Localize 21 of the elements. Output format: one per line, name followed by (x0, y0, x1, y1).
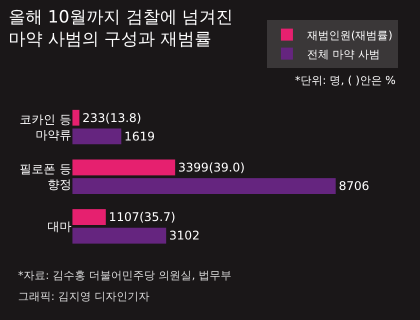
text: *자료: 김수홍 더불어민주당 의원실, 법무부 (18, 269, 232, 282)
chart-title: 올해 10월까지 검찰에 넘겨진 마약 사범의 구성과 재범률 (8, 7, 234, 50)
text: 그래픽: 김지영 디자인기자 (18, 290, 150, 303)
text: *단위: 명, ( )안은 % (295, 74, 396, 87)
y-tick-label: 코카인 등 마약류 (19, 112, 72, 142)
bar (72, 178, 336, 194)
bar (72, 228, 166, 244)
legend-label: 전체 마약 사범 (306, 48, 380, 61)
y-tick-label: 대마 (47, 220, 72, 234)
bar (72, 160, 176, 176)
bar (72, 128, 122, 144)
data-label: 3399(39.0) (178, 160, 245, 174)
y-tick-label: 필로폰 등 향정 (19, 162, 72, 192)
bar (72, 209, 106, 225)
data-label: 1619 (124, 129, 155, 144)
data-label: 3102 (169, 228, 200, 243)
legend-label: 재범인원(재범률) (306, 28, 393, 42)
bar (72, 110, 80, 126)
data-label: 1107(35.7) (108, 210, 176, 224)
data-label: 233(13.8) (82, 110, 142, 125)
data-label: 8706 (338, 179, 370, 194)
